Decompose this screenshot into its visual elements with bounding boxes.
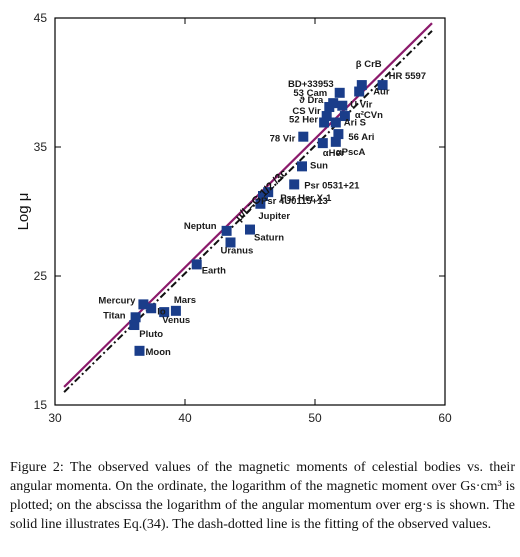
point-label: α²CVn xyxy=(355,110,383,121)
data-point xyxy=(377,80,388,91)
data-point xyxy=(134,345,145,356)
data-point xyxy=(263,187,274,198)
data-point xyxy=(191,259,202,270)
point-label: Venus xyxy=(162,315,190,326)
caption-text: Figure 2: The observed values of the mag… xyxy=(10,460,515,532)
point-label: Pluto xyxy=(139,329,163,340)
y-tick-label: 25 xyxy=(34,269,48,283)
data-point xyxy=(138,299,149,310)
point-label: αHer xyxy=(323,148,345,159)
point-label: Mars xyxy=(174,295,196,306)
point-label: Uranus xyxy=(221,245,254,256)
data-point xyxy=(321,111,332,122)
data-point xyxy=(129,320,140,331)
point-label: Jupiter xyxy=(258,211,290,222)
data-point xyxy=(333,129,344,140)
plot-frame xyxy=(54,17,446,406)
y-tick-label: 15 xyxy=(34,398,48,412)
point-label: Psr 4U0115+13 xyxy=(261,196,328,207)
point-label: Earth xyxy=(202,265,226,276)
point-label: Titan xyxy=(103,310,126,321)
fit-line xyxy=(63,30,433,393)
y-tick-label: 45 xyxy=(34,11,48,25)
point-label: Io xyxy=(157,306,166,317)
point-label: 52 Her xyxy=(289,114,318,125)
data-point xyxy=(159,307,170,318)
point-label: αPscA xyxy=(336,147,366,158)
figure-caption: Figure 2: The observed values of the mag… xyxy=(10,458,515,534)
point-label: Psr 0531+21 xyxy=(304,180,360,191)
point-label: β CrB xyxy=(356,59,382,70)
data-point xyxy=(221,225,232,236)
data-point xyxy=(289,179,300,190)
data-point xyxy=(337,100,348,111)
y-tick-label: 35 xyxy=(34,140,48,154)
point-label: Saturn xyxy=(254,233,284,244)
point-label: Ari S xyxy=(344,117,366,128)
point-label: CS Vir xyxy=(292,106,321,117)
x-tick-label: 50 xyxy=(308,411,322,425)
data-point xyxy=(328,98,339,109)
x-tick-label: 40 xyxy=(178,411,192,425)
data-point xyxy=(130,312,141,323)
data-point xyxy=(170,305,181,316)
data-point xyxy=(319,117,330,128)
data-point xyxy=(258,191,268,202)
point-label: Neptun xyxy=(184,221,217,232)
point-label: 78 Vir xyxy=(270,134,296,145)
data-point xyxy=(225,237,236,248)
point-label: ϑ Dra xyxy=(299,95,324,106)
point-label: HR 5597 xyxy=(389,71,427,82)
data-point xyxy=(330,136,341,147)
point-label: Moon xyxy=(146,347,172,358)
point-label: U Vir xyxy=(350,100,372,111)
theory-line xyxy=(63,22,433,388)
data-point xyxy=(354,86,365,97)
point-label: Mercury xyxy=(98,295,136,306)
data-point xyxy=(146,303,157,314)
point-label: Aur xyxy=(373,87,390,98)
point-label: BD+33953 xyxy=(288,79,334,90)
data-point xyxy=(334,87,345,98)
data-point xyxy=(317,138,328,149)
data-point xyxy=(356,80,367,91)
data-point xyxy=(297,161,307,172)
x-tick-label: 60 xyxy=(438,411,452,425)
data-point xyxy=(339,111,350,122)
data-point xyxy=(298,131,309,142)
point-label: 56 Ari xyxy=(348,132,374,143)
point-label: 53 Cam xyxy=(293,88,327,99)
y-axis-title: Log μ xyxy=(15,193,32,231)
data-point xyxy=(245,224,255,235)
point-label: Sun xyxy=(310,160,328,171)
point-label: Psr Her X-1 xyxy=(280,193,332,204)
x-tick-label: 30 xyxy=(48,411,62,425)
data-point xyxy=(255,198,266,209)
data-point xyxy=(330,117,341,128)
